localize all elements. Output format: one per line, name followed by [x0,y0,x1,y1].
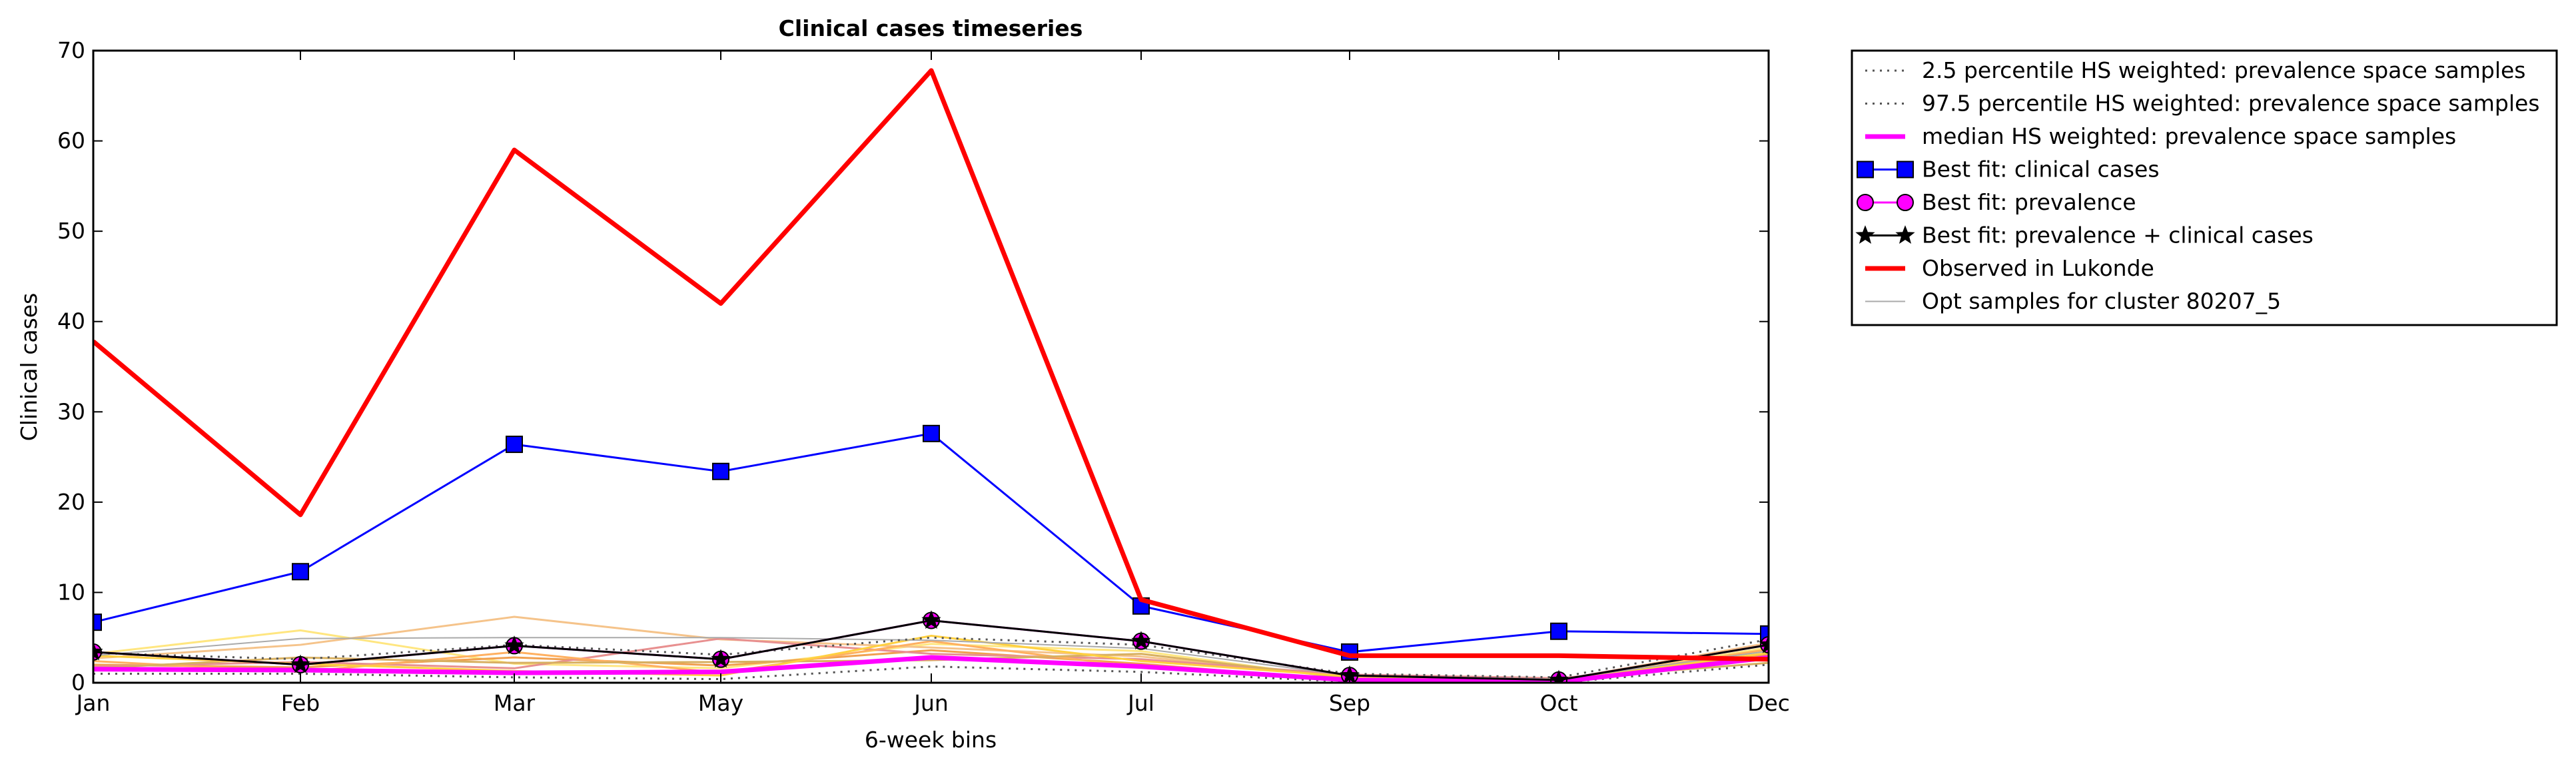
chart-title: Clinical cases timeseries [779,15,1083,41]
series-line [93,68,1769,662]
x-tick-label: Feb [281,690,320,716]
square-marker [93,613,102,631]
circle-marker [1897,194,1914,211]
y-tick-label: 40 [57,308,85,334]
y-tick-label: 70 [57,37,85,63]
series-line [93,663,1769,683]
y-tick-label: 30 [57,398,85,424]
square-marker [1857,161,1874,179]
x-tick-label: Jul [1126,690,1154,716]
series-1 [93,636,1769,679]
legend-label: 97.5 percentile HS weighted: prevalence … [1922,91,2540,117]
square-marker [292,563,309,581]
star-marker [290,654,310,673]
square-marker [1897,161,1914,179]
legend-entry: Best fit: prevalence [1857,189,2136,215]
series-3 [93,424,1769,661]
x-axis: Jan Feb Mar May Jun Jul Sep Oct Dec [75,51,1790,716]
legend-label: Best fit: prevalence + clinical cases [1922,222,2314,248]
y-tick-label: 20 [57,489,85,515]
legend-entry: Opt samples for cluster 80207_5 [1865,288,2281,314]
legend: 2.5 percentile HS weighted: prevalence s… [1851,49,2558,326]
star-marker [1759,634,1769,653]
legend-box [1851,49,2558,326]
x-axis-label: 6-week bins [865,727,997,753]
circle-marker [1857,194,1874,211]
plot-frame [92,49,1770,684]
star-marker [711,649,731,668]
x-tick-label: Sep [1329,690,1370,716]
square-marker [506,436,523,454]
legend-label: 2.5 percentile HS weighted: prevalence s… [1922,57,2526,83]
square-marker [712,462,729,480]
x-tick-label: Jun [913,690,949,716]
y-tick-label: 0 [71,669,85,695]
y-tick-label: 60 [57,128,85,154]
square-marker [923,424,940,442]
star-marker [1895,225,1915,244]
legend-label: Observed in Lukonde [1922,255,2154,281]
y-axis: 0 10 20 30 40 50 60 70 [57,37,1769,695]
x-tick-label: Jan [75,690,111,716]
legend-entry: Observed in Lukonde [1865,255,2154,281]
legend-entry: 2.5 percentile HS weighted: prevalence s… [1865,57,2526,83]
y-tick-label: 10 [57,579,85,605]
series-line [93,655,1769,683]
star-marker [1855,225,1875,244]
legend-entry: Best fit: prevalence + clinical cases [1855,222,2314,248]
sample-line [93,637,1769,679]
x-tick-label: Dec [1747,690,1790,716]
y-tick-label: 50 [57,218,85,244]
series-line [93,636,1769,679]
x-tick-label: Oct [1539,690,1577,716]
x-tick-label: May [698,690,743,716]
legend-label: Best fit: clinical cases [1922,157,2160,183]
star-marker [921,610,941,629]
legend-label: median HS weighted: prevalence space sam… [1922,123,2456,149]
star-marker [1131,631,1151,650]
star-marker [93,641,103,661]
plot-lines [93,68,1769,683]
y-axis-label: Clinical cases [16,293,42,442]
series-6 [93,68,1769,662]
star-marker [504,635,524,654]
plot-area [93,68,1769,683]
x-tick-label: Mar [494,690,536,716]
legend-entry: 97.5 percentile HS weighted: prevalence … [1865,91,2540,117]
legend-entry: Best fit: clinical cases [1857,157,2160,183]
square-marker [1550,622,1567,640]
legend-label: Best fit: prevalence [1922,189,2136,215]
legend-entry: median HS weighted: prevalence space sam… [1865,123,2456,149]
series-2 [93,655,1769,683]
series-0 [93,663,1769,683]
legend-label: Opt samples for cluster 80207_5 [1922,288,2281,314]
